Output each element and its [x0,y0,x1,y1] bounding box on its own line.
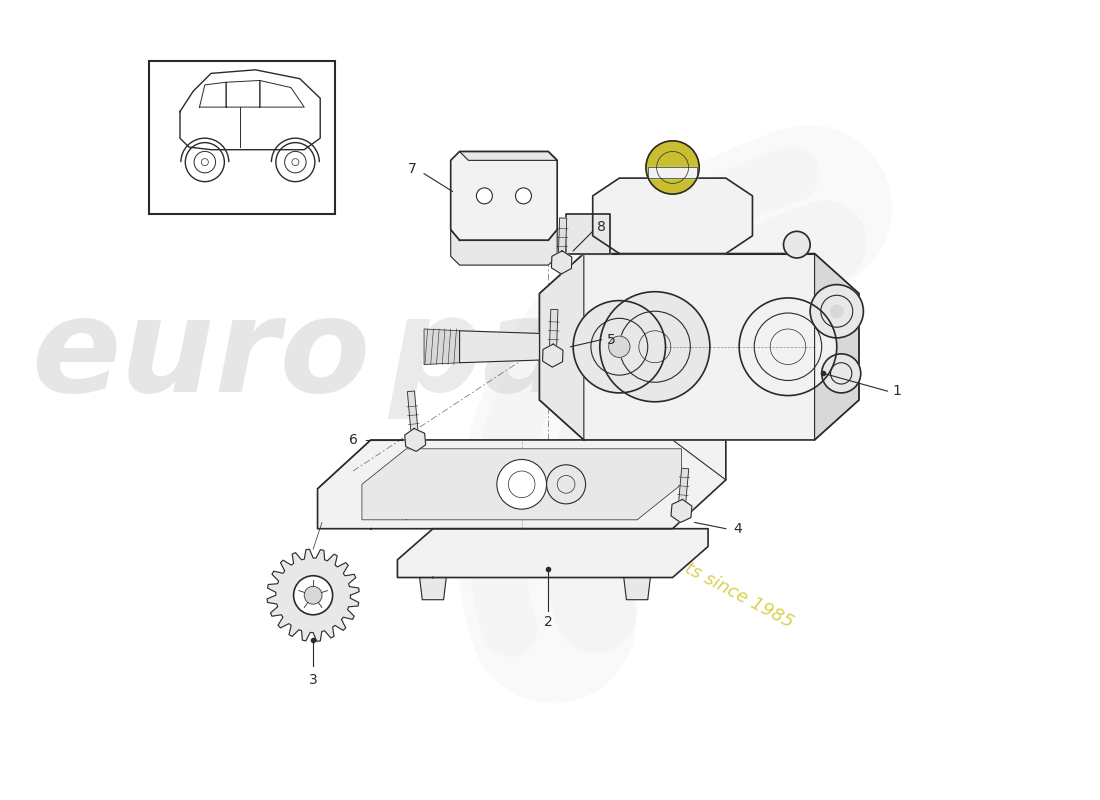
Circle shape [811,285,864,338]
Polygon shape [648,167,697,178]
Polygon shape [593,178,752,254]
Circle shape [600,292,710,402]
Circle shape [830,305,843,318]
Text: 6: 6 [349,433,358,447]
Text: 1: 1 [893,384,902,398]
Polygon shape [405,429,426,451]
Circle shape [516,188,531,204]
Polygon shape [678,468,689,511]
Polygon shape [419,578,447,600]
Circle shape [292,158,299,166]
Polygon shape [180,70,320,150]
Polygon shape [815,254,859,440]
Circle shape [608,336,630,358]
Polygon shape [549,310,558,356]
Text: parts: parts [388,292,779,419]
Polygon shape [566,214,610,254]
Circle shape [573,301,666,393]
Text: a passion for parts since 1985: a passion for parts since 1985 [548,488,796,631]
Polygon shape [539,254,584,440]
Circle shape [201,158,208,166]
Text: 7: 7 [408,162,417,176]
Polygon shape [551,251,572,274]
Polygon shape [318,440,726,529]
Bar [148,61,336,214]
Circle shape [476,188,493,204]
Circle shape [547,465,585,504]
Polygon shape [624,578,650,600]
Circle shape [646,141,700,194]
Polygon shape [362,449,682,520]
Polygon shape [451,151,558,240]
Circle shape [305,586,322,604]
Text: 8: 8 [597,220,606,234]
Circle shape [783,231,811,258]
Polygon shape [539,254,859,440]
Polygon shape [558,218,566,262]
Circle shape [739,298,837,395]
Polygon shape [460,330,539,362]
Polygon shape [267,550,359,642]
Polygon shape [451,230,558,265]
Text: 2: 2 [543,615,552,629]
Text: 3: 3 [309,673,318,686]
Polygon shape [407,391,419,440]
Polygon shape [425,329,460,365]
Text: euro: euro [32,292,371,419]
Circle shape [497,459,547,509]
Circle shape [822,354,860,393]
Polygon shape [460,151,558,160]
Polygon shape [542,344,563,367]
Polygon shape [397,529,708,578]
Polygon shape [671,499,692,522]
Text: 5: 5 [607,333,616,346]
Text: 4: 4 [733,522,741,536]
Circle shape [294,576,332,614]
